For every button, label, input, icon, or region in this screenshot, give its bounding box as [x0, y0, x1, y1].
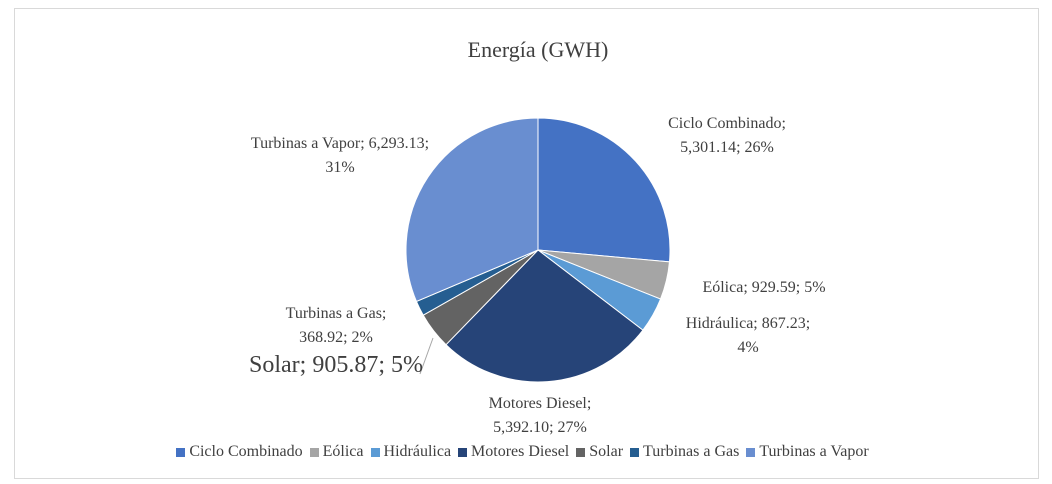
legend-swatch: [576, 447, 586, 457]
legend-swatch: [630, 447, 640, 457]
legend-label: Eólica: [322, 443, 364, 460]
leader-line: [419, 337, 434, 375]
legend-item: Eólica: [309, 443, 364, 461]
data-label: Solar; 905.87; 5%: [249, 352, 423, 378]
legend-label: Hidráulica: [383, 443, 452, 460]
legend-label: Solar: [589, 443, 624, 460]
data-label: Hidráulica; 867.23; 4%: [685, 315, 811, 356]
legend-label: Motores Diesel: [471, 443, 570, 460]
legend: Ciclo Combinado Eólica Hidráulica Motores D…: [0, 443, 1052, 461]
legend-swatch: [370, 447, 380, 457]
pie-slice: [537, 117, 671, 263]
legend-item: Motores Diesel: [458, 443, 569, 461]
legend-label: Ciclo Combinado: [189, 443, 303, 460]
legend-item: Ciclo Combinado: [176, 443, 303, 461]
pie-slice: [445, 249, 644, 383]
data-label: Ciclo Combinado; 5,301.14; 26%: [668, 115, 786, 156]
legend-item: Turbinas a Vapor: [746, 443, 869, 461]
chart-title: Energía (GWH): [468, 37, 609, 62]
legend-swatch: [746, 447, 756, 457]
legend-swatch: [458, 447, 468, 457]
data-label: Motores Diesel; 5,392.10; 27%: [488, 395, 592, 436]
legend-item: Solar: [576, 443, 623, 461]
data-label: Turbinas a Gas; 368.92; 2%: [285, 305, 387, 346]
legend-swatch: [176, 447, 186, 457]
pie-slice: [405, 117, 539, 303]
data-label: Eólica; 929.59; 5%: [702, 279, 826, 296]
data-label: Turbinas a Vapor; 6,293.13; 31%: [250, 135, 430, 176]
legend-item: Hidráulica: [370, 443, 452, 461]
legend-swatch: [309, 447, 319, 457]
legend-label: Turbinas a Gas: [643, 443, 740, 460]
legend-item: Turbinas a Gas: [630, 443, 739, 461]
legend-label: Turbinas a Vapor: [759, 443, 869, 460]
